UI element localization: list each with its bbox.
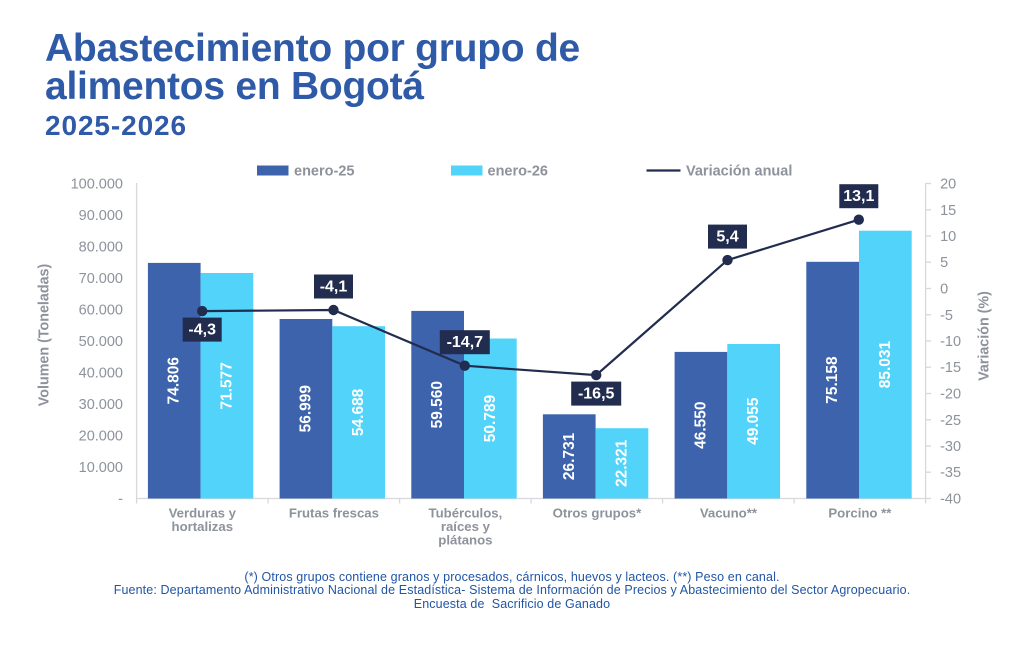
svg-text:46.550: 46.550 bbox=[693, 401, 710, 448]
svg-text:70.000: 70.000 bbox=[79, 271, 123, 287]
svg-text:-25: -25 bbox=[940, 413, 961, 429]
svg-text:5,4: 5,4 bbox=[716, 229, 738, 246]
svg-text:Otros grupos*: Otros grupos* bbox=[553, 506, 643, 521]
svg-text:10.000: 10.000 bbox=[79, 460, 123, 476]
svg-text:90.000: 90.000 bbox=[79, 208, 123, 224]
svg-text:plátanos: plátanos bbox=[438, 532, 492, 547]
svg-text:-16,5: -16,5 bbox=[578, 386, 615, 403]
svg-text:Vacuno**: Vacuno** bbox=[700, 506, 758, 521]
svg-text:0: 0 bbox=[940, 282, 948, 298]
svg-text:-5: -5 bbox=[940, 308, 953, 324]
svg-text:100.000: 100.000 bbox=[71, 177, 123, 193]
svg-text:56.999: 56.999 bbox=[297, 385, 314, 433]
svg-text:74.806: 74.806 bbox=[166, 357, 183, 405]
svg-text:-35: -35 bbox=[940, 465, 961, 481]
svg-text:15: 15 bbox=[940, 203, 956, 219]
svg-text:hortalizas: hortalizas bbox=[172, 519, 234, 534]
svg-text:50.789: 50.789 bbox=[482, 394, 499, 442]
svg-text:enero-25: enero-25 bbox=[294, 164, 354, 180]
svg-text:71.577: 71.577 bbox=[219, 362, 236, 409]
svg-text:-4,1: -4,1 bbox=[320, 279, 348, 296]
svg-text:60.000: 60.000 bbox=[79, 303, 123, 319]
svg-text:Verduras y: Verduras y bbox=[169, 506, 237, 521]
svg-text:-: - bbox=[118, 492, 123, 508]
svg-text:50.000: 50.000 bbox=[79, 334, 123, 350]
svg-text:49.055: 49.055 bbox=[745, 397, 762, 445]
svg-text:-15: -15 bbox=[940, 360, 961, 376]
svg-text:5: 5 bbox=[940, 255, 948, 271]
svg-text:Variación (%): Variación (%) bbox=[977, 291, 993, 381]
svg-text:20: 20 bbox=[940, 177, 956, 193]
svg-text:-30: -30 bbox=[940, 439, 961, 455]
svg-text:22.321: 22.321 bbox=[614, 439, 631, 487]
svg-text:Frutas frescas: Frutas frescas bbox=[289, 506, 379, 521]
svg-text:30.000: 30.000 bbox=[79, 397, 123, 413]
svg-text:20.000: 20.000 bbox=[79, 429, 123, 445]
svg-text:-40: -40 bbox=[940, 492, 961, 508]
svg-text:26.731: 26.731 bbox=[561, 432, 578, 480]
svg-text:Variación anual: Variación anual bbox=[686, 164, 792, 180]
svg-text:54.688: 54.688 bbox=[350, 388, 367, 436]
svg-text:-4,3: -4,3 bbox=[188, 322, 216, 339]
svg-text:59.560: 59.560 bbox=[429, 381, 446, 428]
svg-text:75.158: 75.158 bbox=[824, 356, 841, 404]
svg-text:enero-26: enero-26 bbox=[488, 164, 548, 180]
svg-text:13,1: 13,1 bbox=[843, 188, 874, 205]
svg-text:-20: -20 bbox=[940, 387, 961, 403]
svg-text:Tubérculos,: Tubérculos, bbox=[429, 506, 503, 521]
svg-text:raíces y: raíces y bbox=[441, 519, 491, 534]
svg-text:-10: -10 bbox=[940, 334, 961, 350]
svg-text:40.000: 40.000 bbox=[79, 366, 123, 382]
svg-text:10: 10 bbox=[940, 229, 956, 245]
svg-text:80.000: 80.000 bbox=[79, 240, 123, 256]
svg-text:85.031: 85.031 bbox=[877, 341, 894, 389]
svg-text:-14,7: -14,7 bbox=[447, 334, 484, 351]
svg-text:Porcino **: Porcino ** bbox=[828, 506, 892, 521]
svg-text:Volumen (Toneladas): Volumen (Toneladas) bbox=[37, 264, 53, 407]
